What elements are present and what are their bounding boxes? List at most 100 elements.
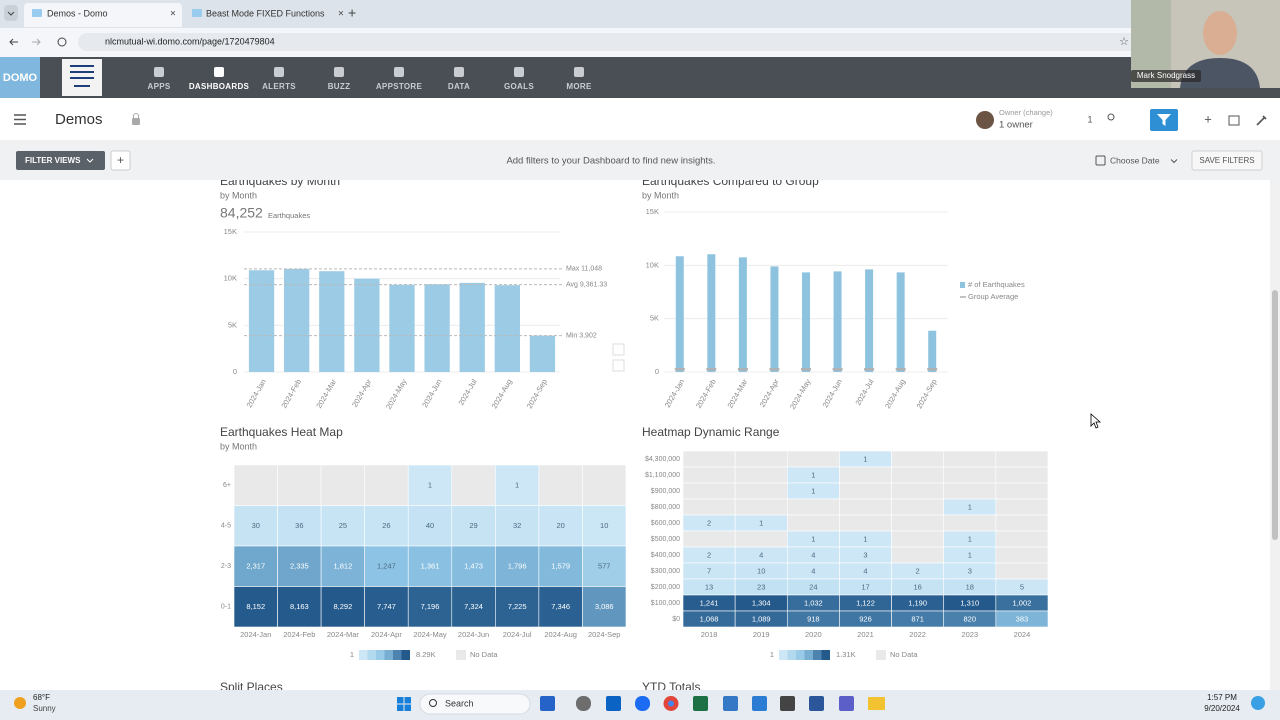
- heatmap-cell[interactable]: [451, 505, 496, 547]
- scrollbar-thumb[interactable]: [1272, 290, 1278, 540]
- add-button[interactable]: +: [1204, 111, 1212, 126]
- heatmap-cell[interactable]: [277, 545, 322, 587]
- copilot-icon[interactable]: [1251, 696, 1265, 710]
- tab-close[interactable]: ×: [170, 9, 176, 20]
- app-icon[interactable]: [540, 696, 555, 711]
- heatmap-cell-label: 2: [707, 550, 711, 559]
- app-icon[interactable]: [839, 696, 854, 711]
- app-icon[interactable]: [868, 697, 885, 710]
- weather-icon[interactable]: [14, 697, 26, 709]
- heatmap-cell[interactable]: [495, 586, 540, 628]
- tab-menu[interactable]: [4, 5, 18, 21]
- app-icon[interactable]: [809, 696, 824, 711]
- app-icon[interactable]: [780, 696, 795, 711]
- heatmap-cell[interactable]: [364, 505, 409, 547]
- new-tab[interactable]: +: [348, 5, 356, 21]
- share-icon[interactable]: [1107, 113, 1115, 121]
- tab-close[interactable]: ×: [338, 9, 344, 20]
- heatmap-cell[interactable]: [233, 545, 278, 587]
- legend-max: 8.29K: [416, 650, 436, 659]
- nav-item[interactable]: MORE: [566, 82, 592, 91]
- app-icon[interactable]: [723, 696, 738, 711]
- wrench-button[interactable]: [1256, 115, 1267, 126]
- nav-item[interactable]: GOALS: [504, 82, 534, 91]
- owner-label[interactable]: Owner (change): [999, 108, 1053, 117]
- search-box[interactable]: [419, 693, 531, 715]
- nav-item[interactable]: ALERTS: [262, 82, 296, 91]
- heatmap-cell[interactable]: [233, 505, 278, 547]
- heatmap-cell-label: 8,152: [246, 602, 265, 611]
- nav-icon[interactable]: [394, 67, 404, 77]
- heatmap-cell-label: 1,796: [508, 562, 527, 571]
- start-button[interactable]: [397, 697, 411, 711]
- back-button[interactable]: [9, 38, 18, 46]
- heatmap-cell[interactable]: [364, 545, 409, 587]
- nav-icon[interactable]: [514, 67, 524, 77]
- legend-gradient-step: [367, 650, 376, 660]
- reload-button[interactable]: [57, 37, 67, 47]
- heatmap-cell[interactable]: [233, 586, 278, 628]
- heatmap-cell-label: 7,346: [551, 602, 570, 611]
- nav-icon[interactable]: [154, 67, 164, 77]
- app-icon[interactable]: [693, 696, 708, 711]
- app-icon[interactable]: [606, 696, 621, 711]
- reference-label: Max 11,048: [566, 266, 602, 273]
- heatmap-cell[interactable]: [538, 586, 583, 628]
- nav-icon[interactable]: [334, 67, 344, 77]
- nav-items: APPS DASHBOARDS ALERTS BUZZ APPSTORE DATA GOAL…: [148, 67, 592, 91]
- add-filter-button[interactable]: [110, 150, 131, 171]
- menu-button[interactable]: [14, 114, 26, 125]
- nav-icon[interactable]: [574, 67, 584, 77]
- heatmap-cell[interactable]: [407, 545, 453, 587]
- heatmap-cell[interactable]: [277, 586, 322, 628]
- nav-item[interactable]: BUZZ: [328, 82, 351, 91]
- heatmap-empty-cell: [995, 530, 1049, 548]
- heatmap-cell[interactable]: [320, 505, 365, 547]
- domo-logo[interactable]: [0, 57, 40, 98]
- zoom-in[interactable]: [612, 343, 625, 356]
- app-icon[interactable]: [576, 696, 591, 711]
- tab-title[interactable]: Beast Mode FIXED Functions: [206, 8, 325, 18]
- heatmap-cell-label: 1,032: [804, 598, 823, 607]
- legend-label[interactable]: Group Average: [968, 292, 1018, 301]
- nav-item[interactable]: DASHBOARDS: [189, 82, 250, 91]
- zoom-out[interactable]: [612, 359, 625, 372]
- lock-icon[interactable]: [132, 118, 140, 125]
- app-icon[interactable]: [635, 696, 650, 711]
- heatmap-cell-label: 10: [757, 566, 765, 575]
- forward-button[interactable]: [32, 38, 41, 46]
- nav-item[interactable]: DATA: [448, 82, 470, 91]
- heatmap-cell[interactable]: [995, 610, 1049, 628]
- tab-active[interactable]: [24, 3, 182, 27]
- heatmap-cell[interactable]: [407, 586, 453, 628]
- heatmap-cell[interactable]: [582, 505, 627, 547]
- app-icon[interactable]: [752, 696, 767, 711]
- heatmap-cell[interactable]: [582, 586, 627, 628]
- bookmark-star[interactable]: ☆: [1119, 36, 1129, 48]
- heatmap-cell[interactable]: [277, 505, 322, 547]
- heatmap-cell[interactable]: [407, 464, 453, 506]
- save-filters-button[interactable]: [1191, 150, 1263, 171]
- heatmap-cell[interactable]: [451, 545, 496, 587]
- nav-item[interactable]: APPS: [148, 82, 171, 91]
- nav-icon[interactable]: [274, 67, 284, 77]
- choose-date[interactable]: Choose Date: [1110, 155, 1160, 165]
- nav-item[interactable]: APPSTORE: [376, 82, 423, 91]
- address-bar[interactable]: [78, 33, 1138, 51]
- legend-label[interactable]: # of Earthquakes: [968, 280, 1025, 289]
- nav-icon[interactable]: [454, 67, 464, 77]
- heatmap-cell-label: 7: [707, 566, 711, 575]
- heatmap-cell[interactable]: [320, 586, 365, 628]
- heatmap-cell[interactable]: [320, 545, 365, 587]
- heatmap-cell-label: 7,196: [421, 602, 440, 611]
- x-tick-label: 2024-Apr: [371, 630, 402, 639]
- y-tick-label: $400,000: [651, 552, 680, 559]
- heatmap-cell[interactable]: [582, 545, 627, 587]
- heatmap-cell[interactable]: [451, 586, 496, 628]
- heatmap-cell[interactable]: [538, 505, 583, 547]
- nav-icon[interactable]: [214, 67, 224, 77]
- heatmap-cell[interactable]: [495, 464, 540, 506]
- filter-views-button[interactable]: [16, 151, 105, 170]
- share-export-button[interactable]: [1228, 115, 1240, 126]
- owner-avatar[interactable]: [976, 111, 994, 129]
